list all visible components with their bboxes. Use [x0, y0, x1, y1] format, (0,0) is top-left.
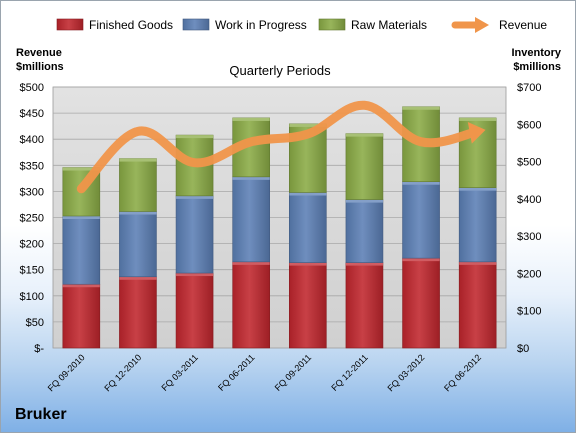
bar-work-in-progress — [119, 211, 157, 278]
legend-swatch-finished-goods — [56, 18, 84, 31]
bar-cap-work-in-progress — [176, 195, 214, 199]
left-tick-label: $50 — [26, 317, 44, 329]
right-tick-label: $0 — [517, 343, 529, 355]
bar-cap-raw-materials — [289, 123, 327, 127]
bar-cap-raw-materials — [176, 135, 214, 139]
bar-finished-goods — [232, 261, 270, 349]
left-tick-label: $300 — [20, 186, 44, 198]
left-tick-label: $200 — [20, 239, 44, 251]
bar-cap-raw-materials — [119, 158, 157, 162]
category-label: FQ 09-2010 — [46, 352, 87, 393]
bar-work-in-progress — [289, 192, 327, 263]
legend-swatch-work-in-progress — [182, 18, 210, 31]
bar-finished-goods — [289, 262, 327, 349]
bar-raw-materials — [345, 133, 384, 200]
left-tick-label: $500 — [20, 82, 44, 94]
legend-label-finished-goods: Finished Goods — [89, 18, 173, 32]
bar-cap-finished-goods — [119, 276, 157, 280]
bar-work-in-progress — [345, 199, 384, 263]
left-tick-label: $350 — [20, 160, 44, 172]
legend: Finished Goods Work in Progress Raw Materi… — [56, 17, 547, 33]
bar-work-in-progress — [458, 187, 497, 263]
left-tick-label: $400 — [20, 134, 44, 146]
right-axis-ticks: $0 $100 $200 $300 $400 $500 $600 $700 — [517, 82, 541, 355]
category-label: FQ 06-2012 — [442, 352, 483, 393]
right-axis-title-line1: Inventory — [511, 47, 561, 59]
left-tick-label: $450 — [20, 108, 44, 120]
right-tick-label: $100 — [517, 306, 541, 318]
company-name: Bruker — [15, 406, 67, 423]
category-label: FQ 12-2011 — [329, 352, 370, 393]
left-axis-ticks: $- $50 $100 $150 $200 $250 $300 $350 $400 $450 $50… — [20, 82, 45, 355]
right-tick-label: $300 — [517, 231, 541, 243]
legend-label-revenue: Revenue — [499, 18, 547, 32]
right-tick-label: $600 — [517, 119, 541, 131]
right-tick-label: $200 — [517, 268, 541, 280]
bar-cap-work-in-progress — [289, 192, 327, 196]
bar-cap-raw-materials — [62, 167, 100, 171]
bar-cap-work-in-progress — [402, 181, 440, 185]
category-label: FQ 03-2012 — [385, 352, 426, 393]
bar-work-in-progress — [402, 181, 440, 259]
left-tick-label: $100 — [20, 291, 44, 303]
category-label: FQ 03-2011 — [159, 352, 200, 393]
bar-cap-raw-materials — [232, 117, 270, 121]
bar-cap-work-in-progress — [345, 199, 383, 203]
left-tick-label: $250 — [20, 213, 44, 225]
left-tick-label: $- — [34, 343, 44, 355]
bar-cap-work-in-progress — [62, 216, 100, 220]
category-label: FQ 12-2010 — [102, 352, 143, 393]
bar-finished-goods — [62, 283, 101, 349]
bar-cap-finished-goods — [176, 273, 214, 277]
legend-label-raw-materials: Raw Materials — [351, 18, 427, 32]
category-label: FQ 09-2011 — [273, 352, 314, 393]
bar-cap-finished-goods — [402, 258, 440, 262]
left-axis-title-line2: $millions — [16, 61, 64, 73]
bar-cap-raw-materials — [459, 117, 497, 121]
chart-title: Quarterly Periods — [229, 63, 331, 78]
revenue-line — [76, 100, 486, 194]
bar-cap-work-in-progress — [232, 176, 270, 180]
bar-cap-raw-materials — [345, 133, 383, 137]
legend-swatch-raw-materials — [318, 18, 346, 31]
bar-cap-finished-goods — [232, 261, 270, 265]
bar-raw-materials — [119, 158, 157, 212]
bar-cap-finished-goods — [345, 262, 383, 266]
bar-cap-raw-materials — [402, 106, 440, 110]
bar-finished-goods — [458, 261, 497, 349]
right-tick-label: $400 — [517, 194, 541, 206]
bars — [62, 106, 497, 349]
bar-cap-finished-goods — [459, 261, 497, 265]
right-axis-title-line2: $millions — [513, 61, 561, 73]
bar-cap-work-in-progress — [459, 187, 497, 191]
bar-finished-goods — [345, 262, 384, 349]
legend-arrowhead — [475, 17, 489, 33]
bar-cap-finished-goods — [289, 262, 327, 266]
bar-work-in-progress — [175, 195, 214, 274]
bar-finished-goods — [402, 257, 440, 349]
bar-finished-goods — [175, 272, 214, 349]
bar-finished-goods — [119, 276, 157, 349]
revenue-line-arrowhead — [467, 122, 486, 144]
bar-work-in-progress — [232, 176, 270, 263]
bar-cap-finished-goods — [62, 284, 100, 288]
left-axis-title-line1: Revenue — [16, 47, 62, 59]
left-tick-label: $150 — [20, 265, 44, 277]
bar-cap-work-in-progress — [119, 211, 157, 215]
right-tick-label: $500 — [517, 157, 541, 169]
bar-work-in-progress — [62, 215, 101, 285]
category-labels: FQ 09-2010 FQ 12-2010 FQ 03-2011 FQ 06-2011… — [46, 352, 483, 393]
right-tick-label: $700 — [517, 82, 541, 94]
category-label: FQ 06-2011 — [216, 352, 257, 393]
legend-label-work-in-progress: Work in Progress — [215, 18, 307, 32]
